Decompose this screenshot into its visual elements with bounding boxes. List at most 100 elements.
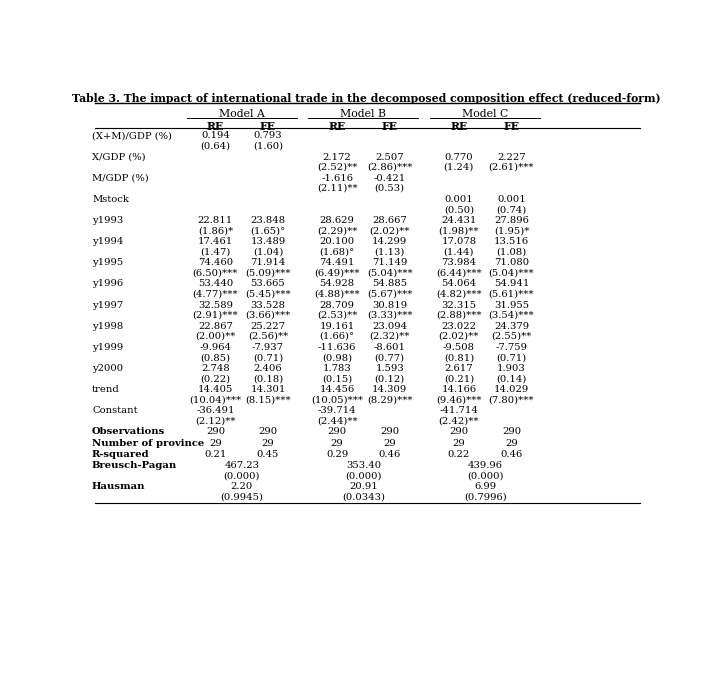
Text: 22.811: 22.811 (198, 216, 233, 225)
Text: 17.461: 17.461 (198, 237, 233, 246)
Text: (0.12): (0.12) (375, 374, 405, 383)
Text: y1993: y1993 (92, 216, 124, 225)
Text: y1997: y1997 (92, 300, 124, 310)
Text: (2.00)**: (2.00)** (195, 332, 236, 341)
Text: (0.000): (0.000) (345, 471, 382, 480)
Text: 71.914: 71.914 (251, 258, 286, 267)
Text: (5.09)***: (5.09)*** (245, 268, 291, 277)
Text: 0.29: 0.29 (326, 450, 348, 459)
Text: 290: 290 (380, 428, 399, 437)
Text: (7.80)***: (7.80)*** (488, 395, 534, 404)
Text: (10.04)***: (10.04)*** (189, 395, 241, 404)
Text: 439.96: 439.96 (468, 461, 503, 470)
Text: (8.15)***: (8.15)*** (245, 395, 291, 404)
Text: (0.000): (0.000) (467, 471, 503, 480)
Text: (6.44)***: (6.44)*** (436, 268, 482, 277)
Text: (4.88)***: (4.88)*** (314, 290, 360, 299)
Text: (0.64): (0.64) (201, 142, 231, 151)
Text: (0.9945): (0.9945) (220, 492, 263, 502)
Text: 6.99: 6.99 (474, 482, 496, 492)
Text: (1.47): (1.47) (200, 247, 231, 256)
Text: (0.50): (0.50) (444, 205, 474, 214)
Text: 1.903: 1.903 (497, 364, 526, 373)
Text: y1998: y1998 (92, 322, 124, 331)
Text: (5.61)***: (5.61)*** (488, 290, 534, 299)
Text: (2.29)**: (2.29)** (317, 226, 357, 235)
Text: 14.029: 14.029 (494, 385, 529, 394)
Text: 29: 29 (331, 439, 343, 447)
Text: 0.194: 0.194 (201, 132, 230, 140)
Text: 24.379: 24.379 (494, 322, 529, 331)
Text: (0.18): (0.18) (253, 374, 283, 383)
Text: (0.15): (0.15) (322, 374, 352, 383)
Text: (0.71): (0.71) (496, 353, 527, 362)
Text: 2.617: 2.617 (445, 364, 473, 373)
Text: (0.71): (0.71) (253, 353, 283, 362)
Text: 20.91: 20.91 (349, 482, 378, 492)
Text: (2.61)***: (2.61)*** (488, 163, 534, 172)
Text: (5.04)***: (5.04)*** (367, 268, 413, 277)
Text: y2000: y2000 (92, 364, 123, 373)
Text: (2.91)***: (2.91)*** (193, 311, 238, 320)
Text: -9.508: -9.508 (443, 343, 475, 352)
Text: 74.460: 74.460 (198, 258, 233, 267)
Text: Hausman: Hausman (92, 482, 146, 492)
Text: (2.02)**: (2.02)** (370, 226, 410, 235)
Text: (2.02)**: (2.02)** (438, 332, 479, 341)
Text: 17.078: 17.078 (441, 237, 476, 246)
Text: (6.49)***: (6.49)*** (314, 268, 360, 277)
Text: RE: RE (328, 121, 346, 132)
Text: (0.14): (0.14) (496, 374, 527, 383)
Text: -0.421: -0.421 (373, 174, 406, 183)
Text: (0.000): (0.000) (223, 471, 260, 480)
Text: 71.149: 71.149 (372, 258, 408, 267)
Text: 28.709: 28.709 (320, 300, 355, 310)
Text: (2.56)**: (2.56)** (248, 332, 288, 341)
Text: (0.85): (0.85) (201, 353, 231, 362)
Text: (0.21): (0.21) (444, 374, 474, 383)
Text: X/GDP (%): X/GDP (%) (92, 153, 146, 161)
Text: 74.491: 74.491 (319, 258, 355, 267)
Text: (9.46)***: (9.46)*** (436, 395, 482, 404)
Text: (0.74): (0.74) (496, 205, 527, 214)
Text: (X+M)/GDP (%): (X+M)/GDP (%) (92, 132, 172, 140)
Text: -7.937: -7.937 (252, 343, 284, 352)
Text: y1995: y1995 (92, 258, 124, 267)
Text: (3.33)***: (3.33)*** (367, 311, 413, 320)
Text: 29: 29 (505, 439, 518, 447)
Text: Number of province: Number of province (92, 439, 204, 447)
Text: 73.984: 73.984 (441, 258, 476, 267)
Text: 0.001: 0.001 (445, 195, 473, 204)
Text: RE: RE (451, 121, 468, 132)
Text: 13.516: 13.516 (494, 237, 529, 246)
Text: (0.7996): (0.7996) (464, 492, 506, 502)
Text: Breusch-Pagan: Breusch-Pagan (92, 461, 177, 470)
Text: 54.941: 54.941 (494, 279, 529, 288)
Text: (5.67)***: (5.67)*** (367, 290, 413, 299)
Text: y1996: y1996 (92, 279, 123, 288)
Text: Observations: Observations (92, 428, 165, 437)
Text: R-squared: R-squared (92, 450, 150, 459)
Text: 19.161: 19.161 (320, 322, 355, 331)
Text: 53.665: 53.665 (251, 279, 286, 288)
Text: (0.22): (0.22) (201, 374, 231, 383)
Text: (1.44): (1.44) (443, 247, 474, 256)
Text: 14.309: 14.309 (372, 385, 408, 394)
Text: 0.21: 0.21 (204, 450, 226, 459)
Text: 290: 290 (502, 428, 521, 437)
Text: (1.98)**: (1.98)** (438, 226, 479, 235)
Text: 30.819: 30.819 (372, 300, 407, 310)
Text: (3.54)***: (3.54)*** (488, 311, 534, 320)
Text: FE: FE (503, 121, 520, 132)
Text: (0.98): (0.98) (322, 353, 352, 362)
Text: 23.094: 23.094 (372, 322, 407, 331)
Text: 0.770: 0.770 (445, 153, 473, 161)
Text: 1.783: 1.783 (323, 364, 351, 373)
Text: (4.77)***: (4.77)*** (193, 290, 238, 299)
Text: RE: RE (207, 121, 224, 132)
Text: (2.44)**: (2.44)** (317, 416, 358, 426)
Text: (10.05)***: (10.05)*** (311, 395, 363, 404)
Text: 25.227: 25.227 (251, 322, 286, 331)
Text: (2.52)**: (2.52)** (317, 163, 357, 172)
Text: Model C: Model C (462, 108, 508, 119)
